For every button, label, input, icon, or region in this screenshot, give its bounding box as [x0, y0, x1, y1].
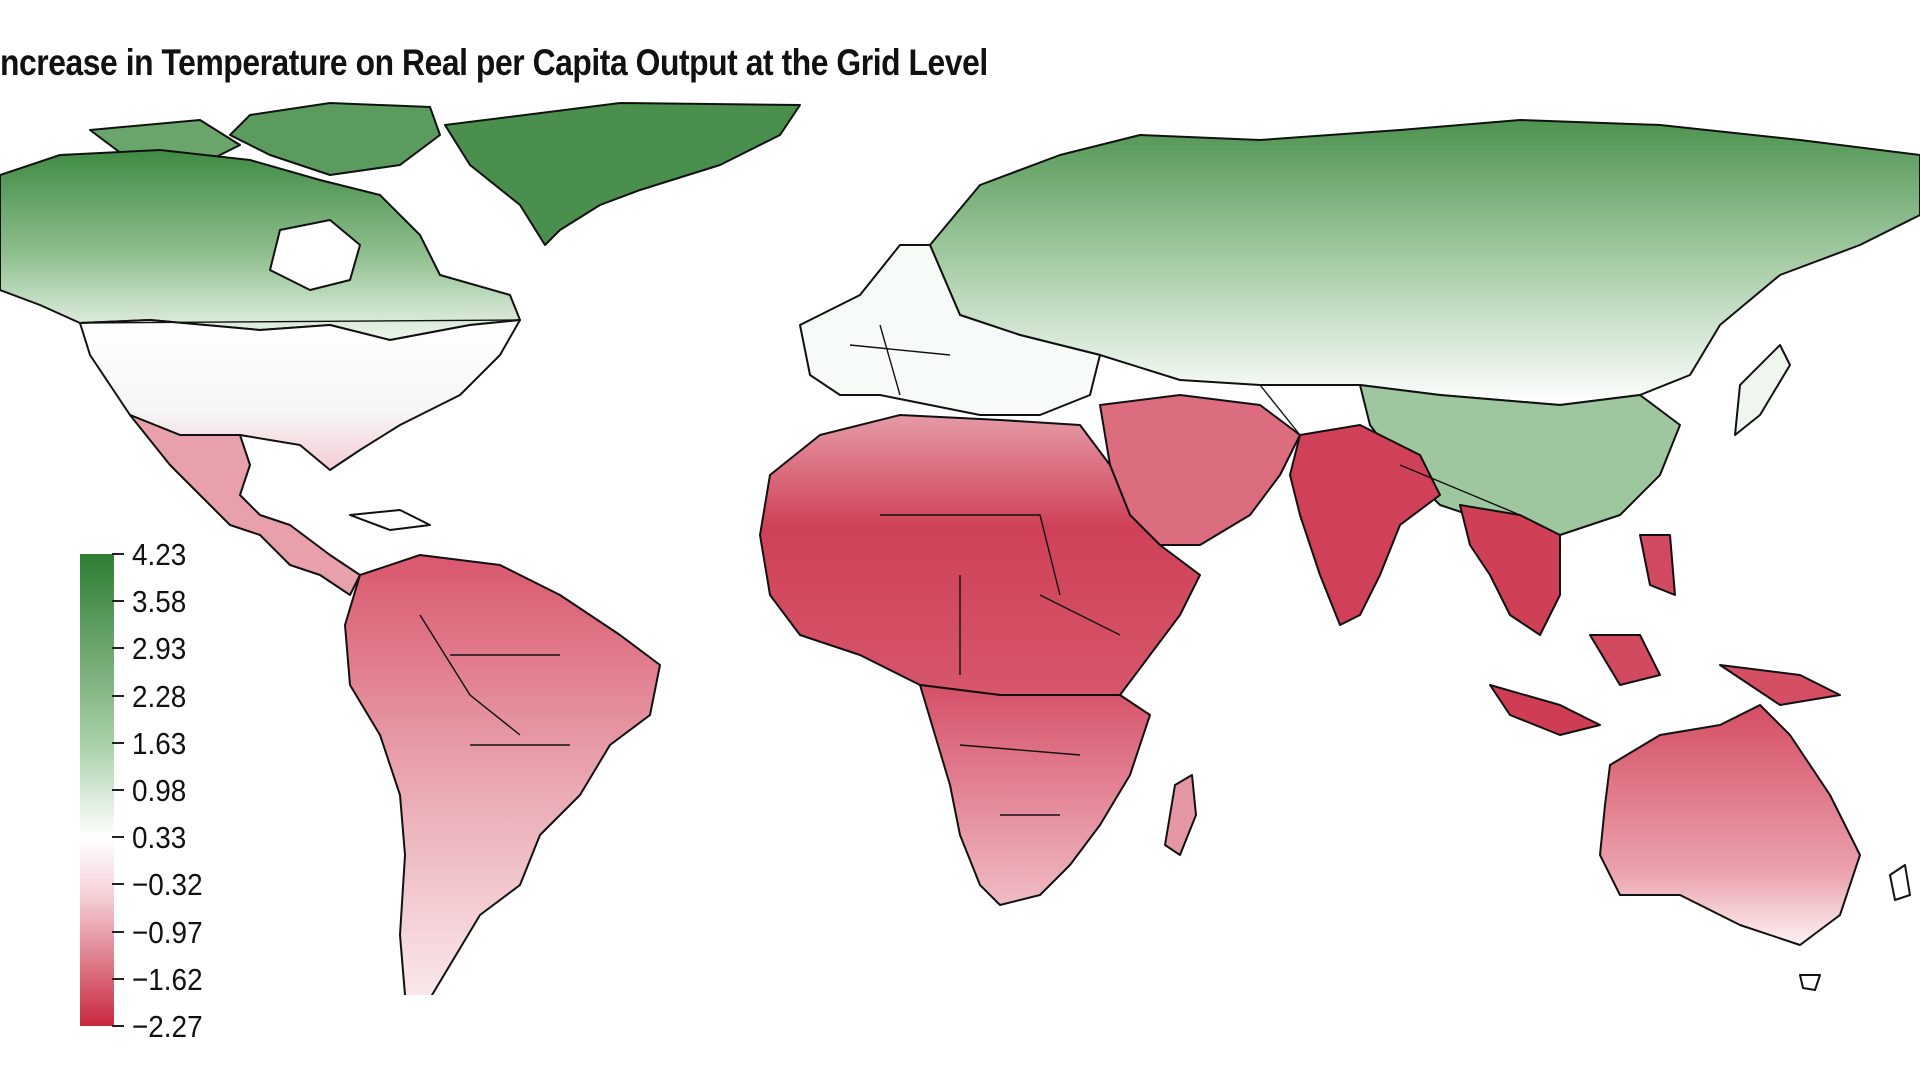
australia-region: [1599, 704, 1861, 946]
map-title: ncrease in Temperature on Real per Capit…: [0, 42, 988, 83]
arctic-islands-region: [229, 102, 441, 176]
madagascar-region: [1164, 774, 1197, 856]
scale-tick-mark: [112, 553, 124, 555]
world-map: [0, 102, 1920, 995]
color-scale-bar: [80, 554, 114, 1026]
scale-tick-mark: [112, 977, 124, 980]
mexico-central-america-region: [129, 414, 361, 596]
scale-tick-mark: [112, 789, 124, 791]
europe-region: [799, 244, 1101, 416]
scale-tick-label: −0.32: [132, 867, 203, 903]
scale-tick-label: 2.28: [132, 678, 187, 714]
south-america-region: [344, 554, 661, 995]
scale-tick-label: 2.93: [132, 631, 187, 667]
scale-tick-mark: [112, 1025, 124, 1027]
scale-tick-label: −1.62: [132, 961, 203, 997]
scale-tick-label: 0.33: [132, 820, 187, 856]
scale-tick-mark: [112, 930, 124, 933]
scale-tick-label: 0.98: [132, 773, 187, 808]
scale-tick-label: −0.97: [132, 914, 203, 950]
scale-tick-mark: [112, 883, 124, 886]
scale-tick-label: −2.27: [132, 1009, 203, 1044]
scale-tick-mark: [112, 647, 124, 650]
scale-tick-label: 4.23: [132, 537, 187, 572]
india-region: [1289, 424, 1441, 626]
scale-tick-mark: [112, 741, 124, 744]
scale-tick-mark: [112, 836, 124, 839]
scale-tick-label: 3.58: [132, 584, 187, 620]
scale-tick-mark: [112, 694, 124, 697]
scale-tick-label: 1.63: [132, 725, 187, 761]
africa-south-region: [919, 684, 1151, 906]
southeast-asia-region: [1459, 504, 1561, 636]
north-america-north-region: [0, 149, 521, 341]
africa-north-region: [759, 414, 1201, 696]
indonesia-region: [1489, 684, 1601, 736]
usa-region: [79, 319, 521, 471]
scale-tick-mark: [112, 600, 124, 603]
greenland-region: [444, 102, 801, 246]
